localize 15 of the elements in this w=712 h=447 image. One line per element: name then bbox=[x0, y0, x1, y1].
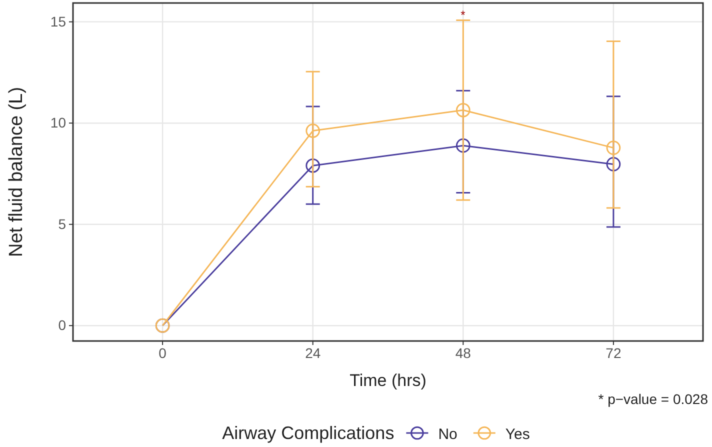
legend-label: Yes bbox=[505, 426, 530, 443]
x-tick-label: 72 bbox=[606, 344, 622, 361]
y-tick-label: 0 bbox=[58, 317, 66, 334]
text: * p−value = 0.028 bbox=[598, 391, 708, 407]
y-tick-label: 10 bbox=[50, 114, 66, 131]
y-tick-label: 15 bbox=[50, 13, 66, 30]
y-axis-title: Net fluid balance (L) bbox=[6, 86, 27, 258]
legend-label: No bbox=[438, 426, 458, 443]
legend-title: Airway Complications bbox=[222, 423, 394, 443]
x-tick-label: 24 bbox=[305, 344, 321, 361]
x-tick-label: 0 bbox=[158, 344, 167, 361]
x-tick-label: 48 bbox=[455, 344, 472, 361]
annotation: * bbox=[460, 8, 466, 22]
y-tick-label: 5 bbox=[58, 216, 66, 232]
x-axis-title: Time (hrs) bbox=[350, 371, 426, 390]
